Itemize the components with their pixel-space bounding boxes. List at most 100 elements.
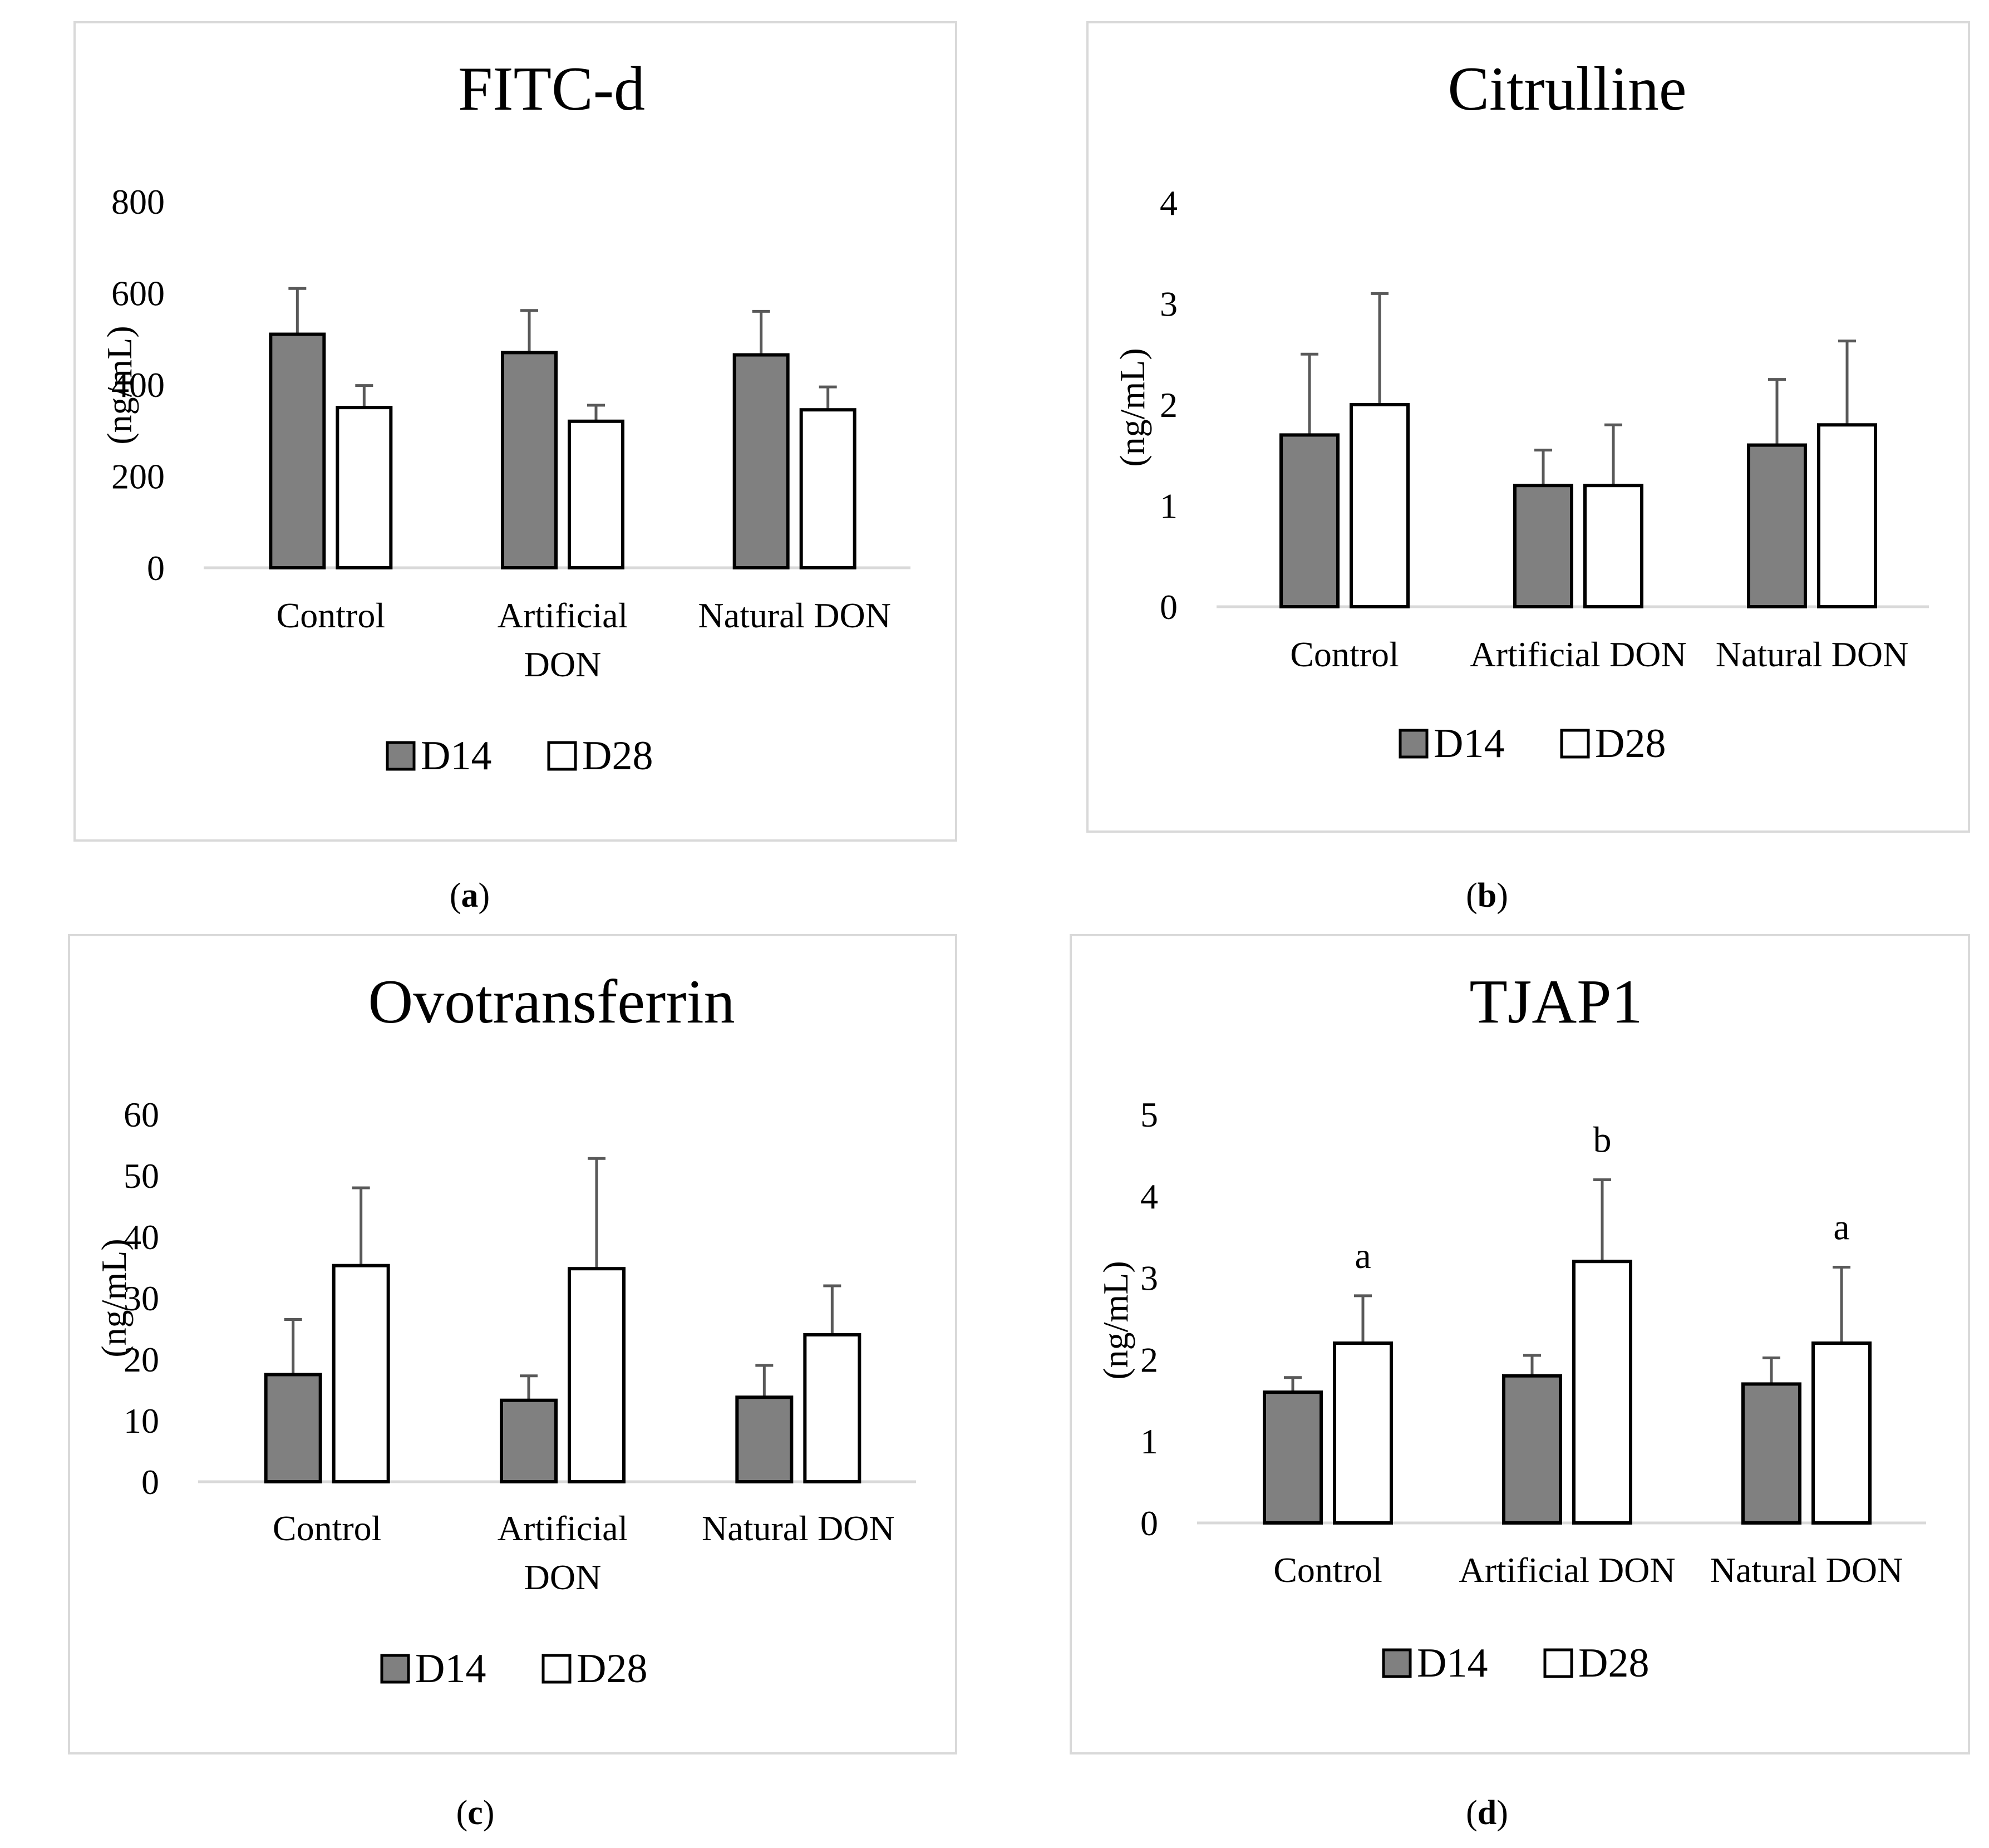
significance-letter: b bbox=[1593, 1119, 1612, 1160]
legend-label-d14: D14 bbox=[1434, 721, 1504, 766]
category-label: Natural DON bbox=[698, 596, 891, 635]
y-tick-label: 200 bbox=[111, 457, 165, 497]
y-axis-label: (ng/mL) bbox=[100, 326, 139, 444]
bar-d28-0 bbox=[336, 406, 393, 569]
bar-d28-2 bbox=[803, 1333, 861, 1483]
legend-swatch-d14 bbox=[1382, 1648, 1412, 1678]
bar-d28-1 bbox=[568, 1267, 626, 1483]
panel-ovotransferrin: Ovotransferrin (ng/mL) 0 10 20 30 40 50 60 Contro… bbox=[68, 934, 957, 1754]
panel-tjap1: TJAP1 (ng/mL) 0 1 2 3 4 5 a Control b Artificial DO… bbox=[1070, 934, 1970, 1754]
y-tick-label: 0 bbox=[1140, 1503, 1158, 1543]
y-tick-label: 0 bbox=[141, 1462, 159, 1502]
caption-letter: c bbox=[467, 1794, 483, 1832]
significance-letter: a bbox=[1355, 1236, 1371, 1276]
bar-d14-1 bbox=[501, 351, 558, 569]
caption-d: (d) bbox=[1466, 1794, 1508, 1832]
bar-d14-1 bbox=[500, 1398, 558, 1484]
category-label: Natural DON bbox=[1716, 635, 1909, 674]
y-tick-label: 1 bbox=[1160, 486, 1178, 526]
category-label: Natural DON bbox=[1710, 1550, 1903, 1590]
chart-tjap1: TJAP1 (ng/mL) 0 1 2 3 4 5 a Control b Artificial DO… bbox=[1096, 967, 1926, 1686]
bar-d28-0 bbox=[1333, 1341, 1393, 1525]
caption-a: (a) bbox=[449, 877, 490, 915]
chart-title: Citrulline bbox=[1448, 55, 1686, 124]
legend-swatch-d28 bbox=[1543, 1648, 1573, 1678]
category-label: DON bbox=[524, 1557, 602, 1597]
legend-label-d28: D28 bbox=[582, 733, 653, 779]
y-tick-label: 60 bbox=[124, 1095, 159, 1134]
bar-d14-0 bbox=[269, 332, 326, 570]
legend-swatch-d28 bbox=[541, 1654, 572, 1684]
bar-d14-0 bbox=[1263, 1390, 1323, 1525]
bar-d28-2 bbox=[799, 408, 856, 569]
caption-b: (b) bbox=[1466, 877, 1508, 915]
bar-d14-0 bbox=[1279, 433, 1340, 608]
bar-d28-2 bbox=[1811, 1341, 1872, 1525]
caption-c: (c) bbox=[456, 1794, 495, 1832]
bar-d14-2 bbox=[735, 1395, 794, 1484]
chart-citrulline: Citrulline (ng/mL) 0 1 2 3 4 Control Artificial … bbox=[1112, 55, 1929, 766]
legend-label-d14: D14 bbox=[421, 733, 491, 779]
bar-d14-2 bbox=[732, 353, 790, 569]
bar-d14-1 bbox=[1502, 1374, 1562, 1525]
category-label: Artificial DON bbox=[1459, 1550, 1675, 1590]
category-label: Control bbox=[277, 596, 386, 635]
category-label: Artificial bbox=[498, 1508, 628, 1548]
chart-title: TJAP1 bbox=[1469, 967, 1642, 1036]
y-tick-label: 40 bbox=[124, 1217, 159, 1257]
category-label: Artificial bbox=[498, 596, 628, 635]
y-tick-label: 3 bbox=[1140, 1259, 1158, 1298]
category-label: Artificial DON bbox=[1470, 635, 1686, 674]
y-tick-label: 4 bbox=[1160, 183, 1178, 223]
bar-d28-0 bbox=[1350, 403, 1410, 608]
bar-d14-1 bbox=[1513, 484, 1573, 609]
y-tick-label: 4 bbox=[1140, 1177, 1158, 1216]
y-axis-label: (ng/mL) bbox=[1096, 1261, 1135, 1379]
bar-d14-2 bbox=[1741, 1382, 1801, 1525]
bar-d28-1 bbox=[1572, 1260, 1632, 1525]
category-label: Natural DON bbox=[702, 1508, 895, 1548]
chart-ovotransferrin: Ovotransferrin (ng/mL) 0 10 20 30 40 50 60 Contro… bbox=[94, 967, 916, 1692]
chart-title: Ovotransferrin bbox=[368, 967, 735, 1036]
panel-fitc-d: FITC-d (ng/mL) 0 200 400 600 800 Control Artific… bbox=[73, 21, 957, 842]
bar-d28-0 bbox=[332, 1264, 390, 1483]
legend-label-d28: D28 bbox=[577, 1646, 647, 1692]
panel-citrulline: Citrulline (ng/mL) 0 1 2 3 4 Control Artificial … bbox=[1086, 21, 1970, 833]
legend-label-d28: D28 bbox=[1578, 1640, 1649, 1686]
y-tick-label: 2 bbox=[1140, 1340, 1158, 1379]
y-tick-label: 0 bbox=[147, 548, 165, 588]
bar-d28-1 bbox=[568, 419, 624, 569]
legend-label-d14: D14 bbox=[415, 1646, 486, 1692]
legend-swatch-d14 bbox=[380, 1654, 410, 1684]
y-tick-label: 5 bbox=[1140, 1095, 1158, 1134]
y-tick-label: 50 bbox=[124, 1156, 159, 1196]
significance-letter: a bbox=[1833, 1207, 1849, 1248]
legend-swatch-d28 bbox=[547, 741, 577, 771]
bar-d28-1 bbox=[1583, 484, 1643, 609]
legend-label-d14: D14 bbox=[1417, 1640, 1488, 1686]
y-tick-label: 30 bbox=[124, 1279, 159, 1318]
y-tick-label: 10 bbox=[124, 1401, 159, 1441]
category-label: DON bbox=[524, 645, 602, 684]
chart-title: FITC-d bbox=[458, 55, 645, 124]
category-label: Control bbox=[273, 1508, 382, 1548]
bar-d28-2 bbox=[1817, 423, 1877, 608]
y-tick-label: 2 bbox=[1160, 385, 1178, 425]
legend-swatch-d14 bbox=[386, 741, 416, 771]
y-tick-label: 1 bbox=[1140, 1422, 1158, 1461]
caption-letter: b bbox=[1477, 877, 1497, 915]
y-tick-label: 20 bbox=[124, 1340, 159, 1379]
caption-letter: a bbox=[461, 877, 479, 915]
y-axis-label: (ng/mL) bbox=[1112, 348, 1152, 466]
legend-label-d28: D28 bbox=[1595, 721, 1666, 766]
y-tick-label: 3 bbox=[1160, 284, 1178, 324]
legend-swatch-d28 bbox=[1560, 729, 1590, 759]
caption-letter: d bbox=[1477, 1794, 1497, 1832]
bar-d14-2 bbox=[1747, 443, 1807, 608]
y-tick-label: 400 bbox=[111, 365, 165, 405]
legend-swatch-d14 bbox=[1399, 729, 1429, 759]
y-axis-label: (ng/mL) bbox=[94, 1238, 134, 1357]
bar-d14-0 bbox=[264, 1373, 322, 1483]
category-label: Control bbox=[1273, 1550, 1382, 1590]
chart-fitc-d: FITC-d (ng/mL) 0 200 400 600 800 Control Artific… bbox=[100, 55, 910, 779]
